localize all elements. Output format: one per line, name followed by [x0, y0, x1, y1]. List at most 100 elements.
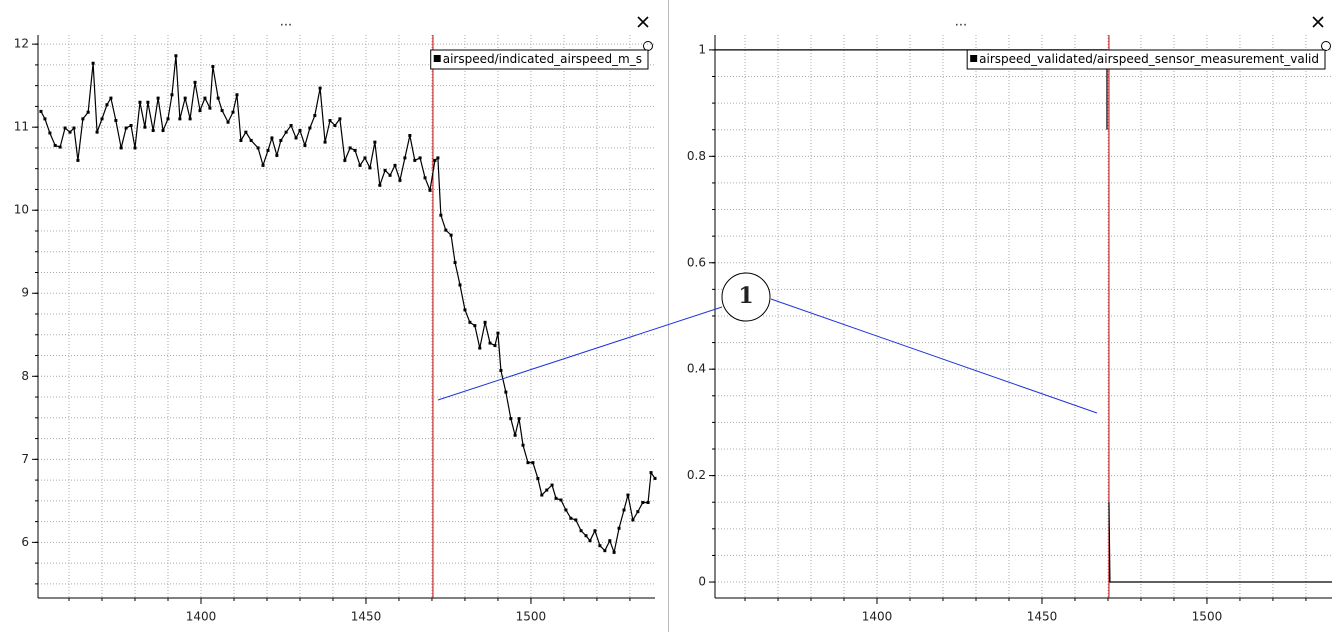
legend-toggle[interactable] — [1321, 41, 1331, 51]
data-point — [256, 146, 260, 150]
data-point — [86, 110, 90, 114]
y-tick-label: 0.6 — [687, 255, 706, 269]
data-point — [641, 501, 645, 505]
data-point — [266, 148, 270, 152]
data-point — [220, 109, 224, 113]
data-point — [393, 163, 397, 167]
series-line — [715, 49, 1332, 583]
data-point — [261, 163, 265, 167]
pane-title: ... — [955, 15, 967, 30]
data-point — [313, 114, 317, 118]
y-tick-label: 7 — [21, 452, 29, 466]
pane-title: ... — [280, 15, 292, 30]
data-point — [488, 341, 492, 345]
data-point — [109, 96, 113, 100]
data-point — [444, 228, 448, 232]
data-point — [574, 518, 578, 522]
legend-swatch — [970, 55, 978, 62]
data-point — [156, 96, 160, 100]
annotation-line — [437, 306, 723, 401]
data-point — [564, 508, 568, 512]
data-point — [423, 176, 427, 180]
data-point — [593, 529, 597, 533]
data-point — [598, 544, 602, 548]
data-point — [646, 501, 650, 505]
y-tick-label: 0.4 — [687, 362, 706, 376]
data-point — [436, 156, 440, 160]
x-tick-label: 1400 — [186, 610, 217, 624]
data-point — [388, 173, 392, 177]
data-point — [198, 109, 202, 113]
x-tick-label: 1450 — [351, 610, 382, 624]
y-tick-label: 0.8 — [687, 149, 706, 163]
data-point — [91, 61, 95, 65]
data-point — [216, 96, 220, 100]
data-point — [617, 526, 621, 530]
data-point — [453, 261, 457, 265]
data-point — [81, 117, 85, 121]
data-point — [76, 158, 80, 162]
data-point — [275, 153, 279, 157]
y-tick-label: 8 — [21, 369, 29, 383]
data-point — [166, 117, 170, 121]
data-point — [343, 158, 347, 162]
data-point — [504, 390, 508, 394]
data-point — [540, 493, 544, 497]
data-point — [478, 346, 482, 350]
data-point — [526, 461, 530, 465]
data-point — [72, 126, 76, 130]
data-point — [439, 213, 443, 217]
data-point — [517, 417, 521, 421]
y-tick-label: 12 — [14, 37, 29, 51]
x-tick-label: 1500 — [1192, 610, 1223, 624]
data-point — [536, 476, 540, 480]
y-tick-label: 0.2 — [687, 468, 706, 482]
data-point — [631, 518, 635, 522]
x-tick-label: 1450 — [1027, 610, 1058, 624]
data-point — [124, 126, 128, 130]
data-point — [358, 163, 362, 167]
data-point — [608, 539, 612, 543]
data-point — [403, 156, 407, 160]
data-point — [636, 510, 640, 514]
data-point — [318, 86, 322, 90]
data-point — [328, 119, 332, 123]
data-point — [308, 126, 312, 130]
data-point — [235, 93, 239, 97]
legend-swatch — [433, 55, 441, 62]
data-point — [249, 138, 253, 142]
data-point — [119, 146, 123, 150]
data-point — [105, 103, 109, 107]
data-point — [129, 124, 133, 128]
data-point — [622, 508, 626, 512]
legend-box — [430, 49, 649, 70]
annotation: 1 — [437, 272, 1098, 414]
data-point — [170, 93, 174, 97]
data-point — [43, 117, 47, 121]
data-point — [333, 124, 337, 128]
data-point — [433, 158, 437, 162]
data-point — [363, 156, 367, 160]
y-tick-label: 10 — [14, 203, 29, 217]
data-point — [284, 130, 288, 134]
data-point — [531, 461, 535, 465]
data-point — [588, 539, 592, 543]
data-point — [603, 549, 607, 553]
data-point — [100, 117, 104, 121]
close-button[interactable] — [637, 16, 649, 28]
data-point — [584, 534, 588, 538]
data-point — [244, 130, 248, 134]
annotation-circle — [721, 272, 771, 322]
data-point — [298, 128, 302, 132]
legend-toggle[interactable] — [643, 41, 653, 51]
data-point — [413, 158, 417, 162]
data-point — [95, 130, 99, 134]
data-point — [493, 344, 497, 348]
data-point — [211, 65, 215, 69]
y-tick-label: 9 — [21, 286, 29, 300]
close-button[interactable] — [1312, 16, 1324, 28]
data-point — [458, 283, 462, 287]
data-point — [178, 117, 182, 121]
data-point — [183, 96, 187, 100]
